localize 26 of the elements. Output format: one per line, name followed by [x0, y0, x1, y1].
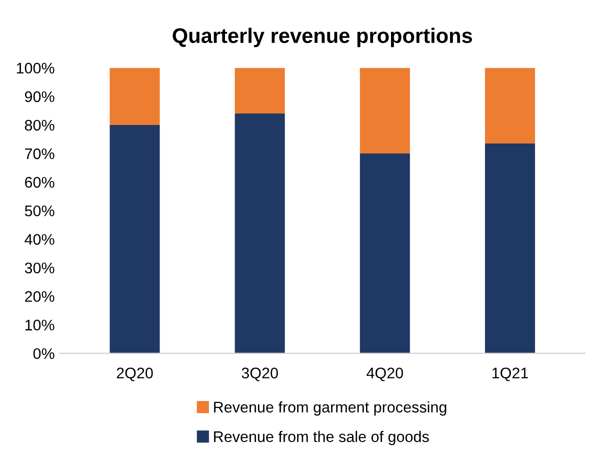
x-tick-label: 4Q20: [366, 368, 404, 382]
x-tick-label: 2Q20: [116, 368, 153, 382]
y-tick-label: 70%: [25, 148, 54, 160]
bar: [110, 124, 160, 354]
chart-title: Quarterly revenue proportions: [172, 28, 472, 48]
x-tick-label: 1Q21: [492, 368, 528, 382]
legend-label: Revenue from garment processing: [214, 401, 446, 416]
bar: [484, 68, 536, 144]
y-tick-label: 20%: [25, 291, 54, 302]
y-tick-label: 60%: [25, 176, 54, 188]
y-tick-label: 40%: [24, 234, 54, 245]
bar: [110, 68, 160, 125]
y-tick-label: 90%: [24, 91, 54, 102]
bar: [234, 114, 285, 354]
bar: [360, 154, 410, 354]
y-tick-label: 0%: [33, 348, 54, 360]
y-tick-label: 50%: [24, 205, 54, 216]
bar: [484, 144, 536, 354]
x-tick-label: 3Q20: [242, 368, 278, 382]
y-tick-label: 80%: [24, 120, 54, 131]
bar: [234, 68, 285, 114]
y-tick-label: 100%: [16, 62, 54, 74]
y-tick-label: 10%: [25, 320, 54, 330]
bar: [360, 68, 410, 154]
legend-label: Revenue from the sale of goods: [214, 430, 429, 446]
y-tick-label: 30%: [24, 262, 54, 274]
